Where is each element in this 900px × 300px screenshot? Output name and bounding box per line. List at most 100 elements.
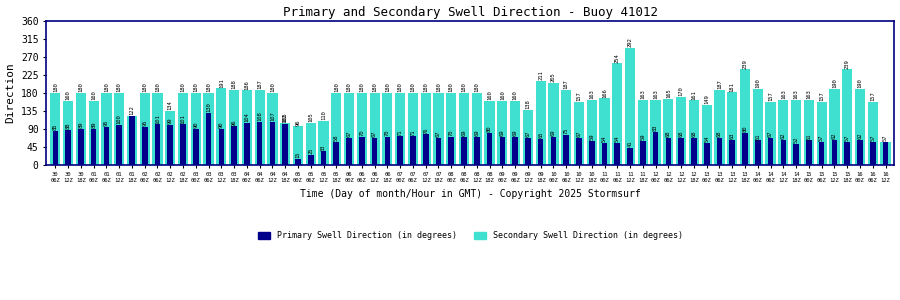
Text: 166: 166 [602, 88, 607, 98]
Bar [742, 133, 748, 165]
Text: 180: 180 [359, 82, 364, 92]
Text: 190: 190 [832, 78, 837, 88]
Text: 95: 95 [104, 119, 109, 126]
Text: 239: 239 [742, 59, 748, 69]
Bar [500, 137, 505, 165]
Text: 69: 69 [513, 130, 518, 136]
Text: 180: 180 [462, 82, 466, 92]
Bar [267, 93, 277, 165]
Text: 57: 57 [845, 135, 850, 141]
Bar [448, 137, 454, 165]
Text: 181: 181 [730, 82, 734, 92]
Bar [663, 99, 673, 165]
Bar [91, 129, 96, 165]
Text: 105: 105 [309, 112, 313, 122]
Text: 180: 180 [155, 82, 160, 92]
Bar [382, 93, 392, 165]
Bar [523, 110, 533, 165]
Bar [729, 140, 735, 165]
Text: 180: 180 [449, 82, 454, 92]
Bar [283, 124, 288, 165]
Legend: Primary Swell Direction (in degrees), Secondary Swell Direction (in degrees): Primary Swell Direction (in degrees), Se… [255, 228, 686, 244]
Text: 102: 102 [283, 113, 288, 123]
Text: 57: 57 [819, 135, 824, 141]
Text: 67: 67 [577, 130, 581, 137]
Text: 191: 191 [219, 78, 224, 88]
Text: 190: 190 [755, 78, 760, 88]
Bar [704, 143, 709, 165]
Bar [242, 91, 252, 165]
Title: Primary and Secondary Swell Direction - Buoy 41012: Primary and Secondary Swell Direction - … [283, 6, 658, 19]
Bar [203, 93, 213, 165]
Text: 160: 160 [91, 90, 96, 100]
Text: 160: 160 [500, 90, 505, 100]
Text: 54: 54 [704, 136, 709, 142]
Bar [206, 113, 211, 165]
Text: 70: 70 [359, 129, 364, 136]
Text: 180: 180 [104, 82, 109, 92]
Text: 57: 57 [883, 135, 888, 141]
Bar [548, 83, 559, 165]
Text: 160: 160 [66, 90, 70, 100]
Bar [216, 88, 227, 165]
Text: 100: 100 [117, 114, 122, 124]
Text: 157: 157 [577, 92, 581, 101]
Bar [193, 129, 199, 165]
Text: 163: 163 [806, 89, 812, 99]
Bar [140, 93, 149, 165]
Text: 211: 211 [538, 70, 544, 80]
Text: 254: 254 [615, 53, 620, 63]
Bar [306, 123, 316, 165]
Bar [334, 142, 339, 165]
Text: 58: 58 [334, 134, 338, 141]
Text: 67: 67 [372, 130, 377, 137]
Bar [857, 140, 863, 165]
Bar [740, 69, 750, 165]
Bar [370, 93, 380, 165]
Text: 180: 180 [410, 82, 416, 92]
Bar [152, 93, 163, 165]
Bar [436, 138, 441, 165]
Text: 160: 160 [513, 90, 518, 100]
Y-axis label: Direction: Direction [5, 62, 15, 123]
Bar [166, 111, 176, 165]
Bar [384, 137, 391, 165]
Text: 180: 180 [206, 82, 211, 92]
Bar [461, 137, 467, 165]
Text: 85: 85 [53, 123, 58, 130]
Text: 63: 63 [730, 132, 734, 139]
Bar [104, 127, 109, 165]
Bar [50, 93, 60, 165]
Text: 122: 122 [130, 105, 134, 115]
Text: 52: 52 [794, 136, 798, 143]
Text: 67: 67 [346, 130, 352, 137]
Bar [295, 159, 301, 165]
Bar [727, 92, 737, 165]
Text: 186: 186 [245, 80, 249, 90]
Text: 180: 180 [78, 82, 84, 92]
Text: 187: 187 [563, 80, 569, 89]
Text: 96: 96 [295, 119, 301, 126]
Text: 89: 89 [78, 122, 84, 128]
Bar [755, 140, 760, 165]
Bar [627, 148, 633, 165]
Bar [446, 93, 456, 165]
Text: 68: 68 [666, 130, 670, 137]
Text: 180: 180 [385, 82, 390, 92]
Text: 69: 69 [500, 130, 505, 136]
Bar [270, 122, 275, 165]
Bar [155, 124, 160, 165]
Text: 188: 188 [231, 79, 237, 89]
Bar [640, 141, 645, 165]
Text: 68: 68 [717, 130, 722, 137]
Text: 15: 15 [295, 152, 301, 158]
Text: 110: 110 [321, 110, 326, 120]
Text: 71: 71 [398, 129, 402, 136]
Bar [180, 124, 185, 165]
Text: 180: 180 [423, 82, 428, 92]
Bar [52, 131, 58, 165]
Bar [116, 125, 122, 165]
Text: 62: 62 [858, 133, 862, 139]
Text: 187: 187 [257, 80, 262, 89]
Bar [883, 142, 888, 165]
